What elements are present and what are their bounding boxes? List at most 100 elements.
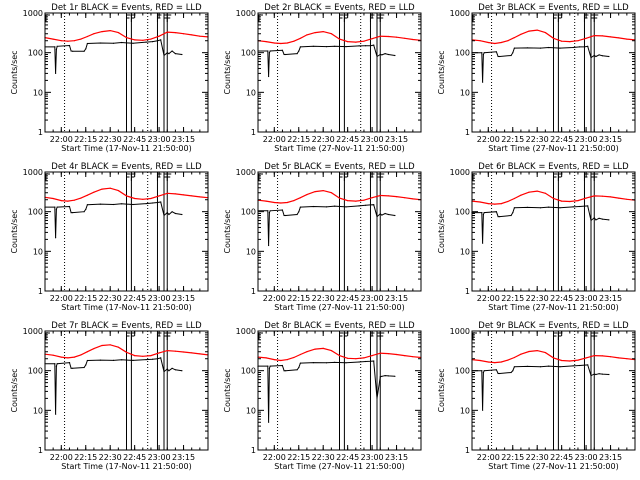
x-tick-label: 22:45: [123, 453, 146, 462]
x-tick-label: 22:00: [50, 294, 73, 303]
data-point-events: [481, 212, 483, 214]
x-tick-label: 22:15: [501, 294, 524, 303]
data-point-events: [121, 203, 123, 205]
data-point-lld: [125, 37, 128, 39]
data-point-events: [539, 366, 542, 368]
data-point-events: [358, 205, 360, 207]
data-point-lld: [618, 197, 620, 199]
x-tick-label: 22:45: [336, 294, 359, 303]
data-point-events: [268, 244, 270, 247]
data-point-events: [365, 204, 367, 206]
chart-panel-5: Det 5r BLACK = Events, RED = LLD 1 10 100 10…: [223, 162, 422, 312]
data-point-lld: [544, 31, 547, 34]
data-point-lld: [293, 200, 295, 202]
data-point-lld: [412, 356, 414, 358]
data-point-events: [152, 202, 154, 204]
data-point-lld: [404, 197, 406, 199]
data-point-events: [499, 216, 501, 218]
data-point-events: [83, 211, 85, 213]
data-point-events: [590, 219, 592, 222]
data-point-lld: [314, 31, 316, 34]
data-point-events: [174, 53, 176, 55]
x-tick-label: 22:30: [99, 453, 122, 462]
flag-marker-tag: [472, 173, 477, 181]
series-line-lld: [471, 349, 636, 364]
y-tick-label: 1: [38, 287, 43, 296]
data-point-lld: [191, 352, 193, 354]
data-point-events: [70, 50, 72, 52]
data-point-events: [68, 362, 71, 364]
x-tick-label: 23:00: [148, 453, 171, 462]
data-point-events: [99, 42, 101, 44]
chart-panel-3: Det 3r BLACK = Events, RED = LLD 1 10 100 10…: [437, 3, 636, 153]
flag-marker-tag: [163, 332, 168, 340]
x-tick-label: 22:15: [501, 135, 524, 144]
data-point-lld: [561, 359, 563, 362]
chart-panel-7: Det 7r BLACK = Events, RED = LLD 1 10 100 10…: [10, 321, 209, 471]
data-point-lld: [363, 357, 365, 359]
chart-panel-4: Det 4r BLACK = Events, RED = LLD 1 10 100 10…: [10, 162, 209, 312]
data-point-events: [281, 49, 283, 51]
data-point-lld: [395, 353, 398, 356]
x-tick-label: 22:30: [312, 294, 335, 303]
data-point-events: [181, 370, 183, 372]
data-point-lld: [577, 359, 579, 361]
data-point-events: [381, 214, 383, 216]
flag-marker-tag: [590, 173, 595, 181]
chart-panel-6: Det 6r BLACK = Events, RED = LLD 1 10 100 10…: [437, 162, 636, 312]
series-line-lld: [471, 29, 636, 45]
data-point-events: [181, 213, 183, 216]
x-tick-label: 23:15: [172, 135, 195, 144]
flag-marker-tag: [156, 173, 162, 181]
y-tick-label: 1000: [23, 9, 43, 18]
y-tick-label: 1000: [236, 327, 256, 336]
data-point-events: [285, 370, 287, 372]
data-point-lld: [593, 35, 595, 37]
data-point-events: [86, 359, 88, 362]
x-tick-label: 23:00: [148, 294, 171, 303]
data-point-lld: [577, 40, 579, 42]
data-point-lld: [585, 37, 587, 39]
data-point-events: [325, 46, 328, 48]
data-point-lld: [552, 37, 555, 39]
flag-marker-tag: [472, 14, 477, 22]
data-point-events: [160, 201, 162, 203]
data-point-events: [296, 213, 298, 216]
series-line-events: [258, 204, 395, 246]
data-point-lld: [150, 197, 152, 200]
data-point-lld: [306, 34, 308, 36]
data-point-lld: [520, 353, 522, 355]
data-point-lld: [507, 359, 509, 361]
data-point-lld: [371, 197, 373, 199]
flag-marker-tag: [258, 332, 263, 340]
y-tick-label: 100: [241, 49, 256, 58]
data-point-events: [387, 53, 389, 56]
data-point-lld: [265, 200, 267, 202]
flag-marker-tag: [369, 173, 375, 181]
data-point-lld: [577, 200, 579, 202]
data-point-events: [268, 421, 270, 423]
data-point-events: [387, 213, 389, 216]
data-point-lld: [109, 344, 111, 346]
flag-marker-tag: [376, 332, 381, 340]
data-point-events: [267, 365, 269, 367]
data-point-events: [174, 369, 176, 371]
data-point-lld: [626, 38, 628, 40]
data-point-events: [83, 366, 85, 369]
data-point-events: [559, 47, 561, 49]
data-point-lld: [134, 355, 136, 357]
data-point-lld: [101, 31, 103, 33]
data-point-lld: [569, 200, 571, 203]
flag-marker-tag: [45, 14, 50, 22]
data-point-lld: [513, 37, 516, 39]
flag-marker-tag: [130, 332, 136, 340]
series-line-lld: [257, 347, 422, 362]
data-point-lld: [199, 35, 201, 37]
data-point-lld: [412, 198, 414, 200]
data-point-events: [72, 50, 74, 52]
y-tick-label: 1: [38, 446, 43, 455]
x-axis-label: Start Time (27-Nov-11 21:50:00): [274, 144, 404, 153]
series-line-events: [472, 364, 609, 411]
data-point-lld: [585, 357, 587, 359]
data-point-lld: [593, 355, 595, 357]
